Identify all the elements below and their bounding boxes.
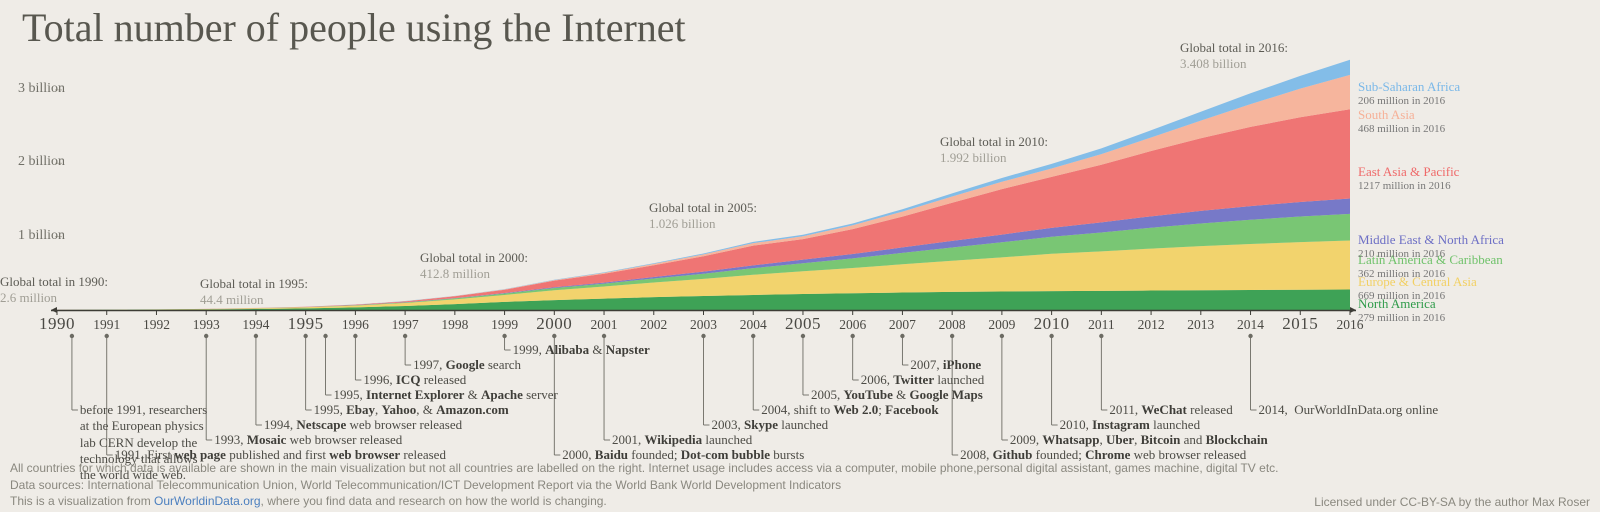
timeline-event: 2006, Twitter launched <box>861 372 985 388</box>
x-tick-label: 1999 <box>491 317 518 333</box>
timeline-event: 1997, Google search <box>413 357 521 373</box>
global-total-annotation: Global total in 2010:1.992 billion <box>940 134 1048 165</box>
x-tick-label: 2011 <box>1088 317 1115 333</box>
x-tick-label: 2012 <box>1138 317 1165 333</box>
license-link[interactable]: CC-BY-SA <box>1400 495 1456 509</box>
footer-line3-post: , where you find data and research on ho… <box>261 494 607 508</box>
x-tick-label: 2003 <box>690 317 717 333</box>
x-tick-label: 2007 <box>889 317 916 333</box>
global-total-annotation: Global total in 2016:3.408 billion <box>1180 40 1288 71</box>
x-tick-label: 2009 <box>988 317 1015 333</box>
x-tick-label: 2014 <box>1237 317 1264 333</box>
footer-line3-pre: This is a visualization from <box>10 494 154 508</box>
timeline-event: 1995, Ebay, Yahoo, & Amazon.com <box>314 402 509 418</box>
timeline-event: 1996, ICQ released <box>363 372 466 388</box>
x-tick-label: 1990 <box>39 314 75 334</box>
x-tick-label: 2006 <box>839 317 866 333</box>
x-tick-label: 1998 <box>441 317 468 333</box>
x-tick-label: 2013 <box>1187 317 1214 333</box>
timeline-event: 2001, Wikipedia launched <box>612 432 752 448</box>
x-tick-label: 2005 <box>785 314 821 334</box>
timeline-event: 1993, Mosaic web browser released <box>214 432 402 448</box>
timeline-event: 2007, iPhone <box>910 357 981 373</box>
global-total-annotation: Global total in 1990:2.6 million <box>0 274 108 305</box>
x-tick-label: 2000 <box>536 314 572 334</box>
timeline-event: 2014, OurWorldInData.org online <box>1259 402 1439 418</box>
x-tick-label: 2004 <box>740 317 767 333</box>
x-tick-label: 2001 <box>591 317 618 333</box>
y-tick-label: 1 billion <box>18 228 65 244</box>
x-tick-label: 1991 <box>93 317 120 333</box>
timeline-event: 2000, Baidu founded; Dot-com bubble burs… <box>562 447 804 463</box>
global-total-annotation: Global total in 1995:44.4 million <box>200 276 308 307</box>
x-tick-label: 2008 <box>939 317 966 333</box>
x-tick-label: 1995 <box>288 314 324 334</box>
timeline-event: 1995, Internet Explorer & Apache server <box>334 387 558 403</box>
timeline-event: 2004, shift to Web 2.0; Facebook <box>761 402 938 418</box>
timeline-event: 1994, Netscape web browser released <box>264 417 462 433</box>
x-tick-label: 2002 <box>640 317 667 333</box>
timeline-event: 2010, Instagram launched <box>1060 417 1200 433</box>
y-tick-label: 2 billion <box>18 154 65 170</box>
x-tick-label: 1997 <box>392 317 419 333</box>
timeline-event: 2009, Whatsapp, Uber, Bitcoin and Blockc… <box>1010 432 1268 448</box>
region-legend-sub-saharan-africa: Sub-Saharan Africa206 million in 2016 <box>1358 80 1460 108</box>
x-tick-label: 1994 <box>242 317 269 333</box>
timeline-event: 2005, YouTube & Google Maps <box>811 387 983 403</box>
x-tick-label: 2015 <box>1282 314 1318 334</box>
region-legend-south-asia: South Asia468 million in 2016 <box>1358 108 1445 136</box>
region-legend-middle-east-na: Middle East & North Africa210 million in… <box>1358 233 1504 261</box>
x-tick-label: 1993 <box>193 317 220 333</box>
footer-owid-link[interactable]: OurWorldinData.org <box>154 494 261 508</box>
global-total-annotation: Global total in 2000:412.8 million <box>420 250 528 281</box>
timeline-event: 1991, First web page published and first… <box>115 447 446 463</box>
timeline-event: 2003, Skype launched <box>712 417 829 433</box>
timeline-event: 2008, Github founded; Chrome web browser… <box>960 447 1246 463</box>
region-legend-east-asia-pacific: East Asia & Pacific1217 million in 2016 <box>1358 165 1459 193</box>
global-total-annotation: Global total in 2005:1.026 billion <box>649 200 757 231</box>
timeline-event: 1999, Alibaba & Napster <box>513 342 650 358</box>
x-tick-label: 1992 <box>143 317 170 333</box>
footer-license: Licensed under CC-BY-SA by the author Ma… <box>1314 495 1590 509</box>
timeline-event: 2011, WeChat released <box>1109 402 1232 418</box>
y-tick-label: 3 billion <box>18 81 65 97</box>
timeline-event: before 1991, researchersat the European … <box>80 402 207 483</box>
x-tick-label: 1996 <box>342 317 369 333</box>
x-tick-label: 2010 <box>1034 314 1070 334</box>
